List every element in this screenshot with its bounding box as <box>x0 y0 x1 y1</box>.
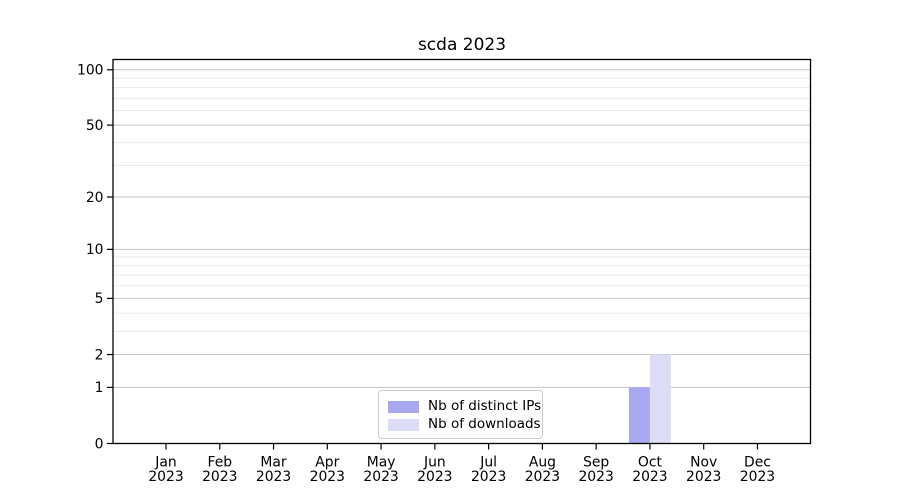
bar-oct-series1 <box>649 354 671 444</box>
y-tick-label: 0 <box>95 436 104 452</box>
y-tick-label: 20 <box>86 190 104 206</box>
y-tick-label: 2 <box>95 347 104 363</box>
axes-frame <box>112 58 812 445</box>
x-tick-label-apr: Apr 2023 <box>310 455 345 486</box>
y-tick-label: 10 <box>86 242 104 258</box>
legend-item-downloads: Nb of downloads <box>388 417 541 432</box>
x-tick-label-jul: Jul 2023 <box>471 455 506 486</box>
legend: Nb of distinct IPs Nb of downloads <box>378 390 543 439</box>
x-tick-label-mar: Mar 2023 <box>256 455 291 486</box>
legend-item-distinct-ips: Nb of distinct IPs <box>388 399 541 414</box>
x-tick-label-jan: Jan 2023 <box>148 455 183 486</box>
y-tick-label: 1 <box>95 380 104 396</box>
x-tick-label-may: May 2023 <box>363 455 398 486</box>
x-tick-label-nov: Nov 2023 <box>686 455 721 486</box>
x-tick-label-feb: Feb 2023 <box>202 455 237 486</box>
x-tick-label-oct: Oct 2023 <box>632 455 667 486</box>
y-tick-label: 100 <box>77 63 104 79</box>
x-tick-label-dec: Dec 2023 <box>740 455 775 486</box>
bar-oct-series0 <box>628 387 650 444</box>
x-tick-label-sep: Sep 2023 <box>578 455 613 486</box>
y-tick-label: 5 <box>95 291 104 307</box>
x-tick-label-jun: Jun 2023 <box>417 455 452 486</box>
legend-label-distinct-ips: Nb of distinct IPs <box>428 398 542 414</box>
chart-title: scda 2023 <box>417 35 507 55</box>
y-tick-label: 50 <box>86 118 104 134</box>
x-tick-label-aug: Aug 2023 <box>525 455 560 486</box>
legend-label-downloads: Nb of downloads <box>428 416 541 432</box>
legend-swatch-downloads <box>388 418 419 431</box>
legend-swatch-distinct-ips <box>388 400 419 413</box>
